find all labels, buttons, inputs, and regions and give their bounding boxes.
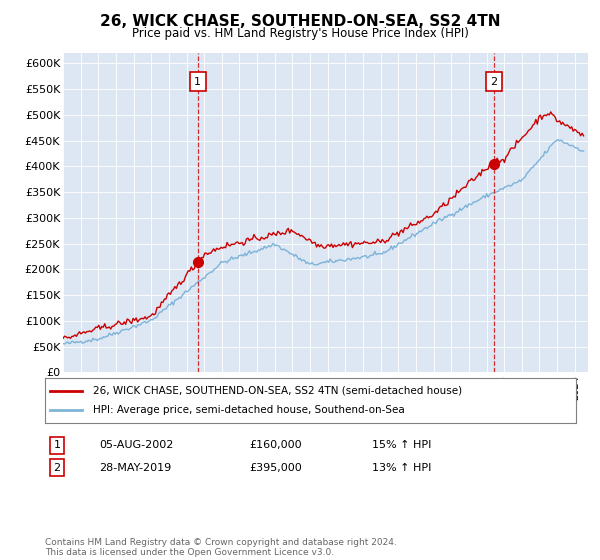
- Text: HPI: Average price, semi-detached house, Southend-on-Sea: HPI: Average price, semi-detached house,…: [93, 405, 404, 416]
- Text: 05-AUG-2002: 05-AUG-2002: [99, 440, 173, 450]
- Text: 1: 1: [194, 77, 201, 86]
- Text: 13% ↑ HPI: 13% ↑ HPI: [372, 463, 431, 473]
- Text: 26, WICK CHASE, SOUTHEND-ON-SEA, SS2 4TN (semi-detached house): 26, WICK CHASE, SOUTHEND-ON-SEA, SS2 4TN…: [93, 385, 462, 395]
- Text: £160,000: £160,000: [249, 440, 302, 450]
- Text: 15% ↑ HPI: 15% ↑ HPI: [372, 440, 431, 450]
- Text: 1: 1: [53, 440, 61, 450]
- Text: 26, WICK CHASE, SOUTHEND-ON-SEA, SS2 4TN: 26, WICK CHASE, SOUTHEND-ON-SEA, SS2 4TN: [100, 14, 500, 29]
- Text: 28-MAY-2019: 28-MAY-2019: [99, 463, 171, 473]
- Text: 2: 2: [490, 77, 497, 86]
- Text: £395,000: £395,000: [249, 463, 302, 473]
- Text: Price paid vs. HM Land Registry's House Price Index (HPI): Price paid vs. HM Land Registry's House …: [131, 27, 469, 40]
- Text: 2: 2: [53, 463, 61, 473]
- Text: Contains HM Land Registry data © Crown copyright and database right 2024.
This d: Contains HM Land Registry data © Crown c…: [45, 538, 397, 557]
